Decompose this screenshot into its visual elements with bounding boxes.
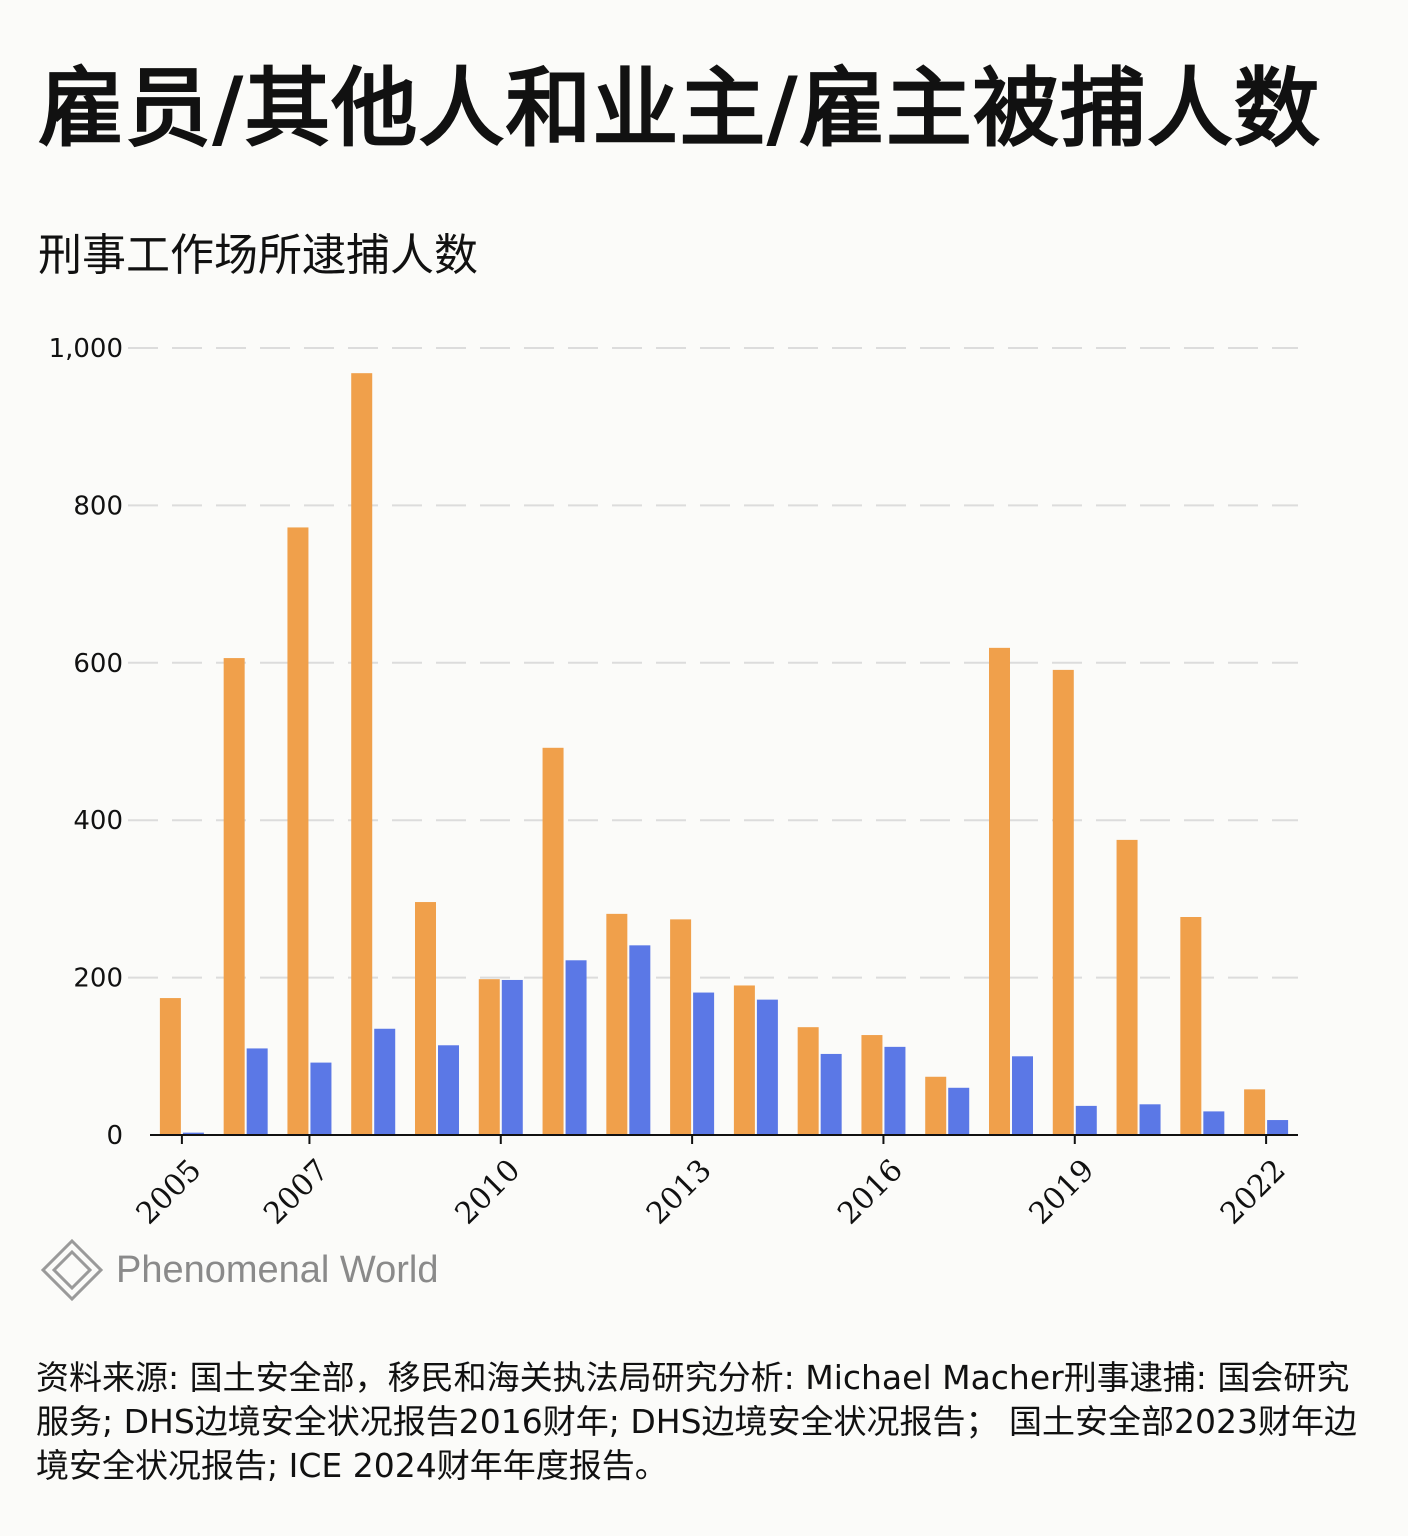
bar-2018-employees: [989, 647, 1010, 1135]
bar-2011-employees: [542, 747, 564, 1135]
bar-2010-employers: [501, 979, 523, 1135]
bar-2010-employees: [478, 979, 500, 1135]
brand-name: Phenomenal World: [116, 1248, 439, 1291]
bar-2009-employers: [438, 1045, 459, 1135]
bar-2014-employers: [756, 999, 778, 1135]
bar-2017-employers: [948, 1087, 970, 1135]
bar-series: [159, 373, 1289, 1136]
x-tick-label: 2016: [831, 1153, 910, 1232]
bar-2017-employees: [925, 1076, 947, 1135]
x-tick-label: 2019: [1023, 1153, 1102, 1232]
diamond-logo-icon: [40, 1238, 104, 1302]
bar-2005-employers: [182, 1132, 204, 1135]
bar-2006-employers: [246, 1048, 268, 1135]
grid-lines: [128, 347, 1298, 979]
bar-2008-employees: [351, 373, 373, 1136]
bar-2014-employees: [733, 985, 755, 1135]
bar-2016-employers: [884, 1046, 906, 1135]
bar-2008-employers: [374, 1028, 396, 1135]
y-tick-label: 200: [73, 964, 123, 994]
bar-2006-employees: [223, 658, 245, 1135]
bar-2009-employees: [415, 902, 436, 1135]
page-title: 雇员/其他人和业主/雇主被捕人数: [38, 59, 1321, 159]
x-tick-label: 2007: [257, 1153, 336, 1232]
bar-2013-employers: [693, 992, 715, 1135]
bar-2021-employees: [1180, 917, 1202, 1135]
bar-2015-employees: [797, 1027, 819, 1135]
x-axis: 2005 2007 2010 2013 2016 2019 2022: [130, 1134, 1298, 1232]
y-axis: 0 200 400 600 800 1,000: [49, 334, 123, 1151]
chart-subtitle: 刑事工作场所逮捕人数: [38, 230, 478, 281]
y-tick-label: 400: [73, 806, 123, 836]
bar-2013-employees: [670, 919, 692, 1135]
source-note: 资料来源: 国土安全部，移民和海关执法局研究分析: Michael Macher…: [36, 1358, 1358, 1485]
y-tick-label: 800: [73, 491, 123, 521]
bar-2018-employers: [1012, 1056, 1033, 1135]
y-tick-label: 600: [73, 649, 123, 679]
bar-2012-employees: [606, 913, 628, 1135]
bar-2015-employers: [820, 1053, 842, 1135]
x-tick-label: 2010: [449, 1153, 528, 1232]
bar-2012-employers: [629, 945, 651, 1135]
x-tick-label: 2013: [640, 1153, 719, 1232]
bar-2007-employers: [310, 1062, 332, 1135]
bar-2020-employers: [1139, 1104, 1161, 1135]
bar-2016-employees: [861, 1035, 883, 1135]
brand-logo: Phenomenal World: [40, 1238, 438, 1302]
y-tick-label: 0: [106, 1121, 123, 1151]
bar-2019-employers: [1075, 1105, 1097, 1135]
bar-2020-employees: [1116, 839, 1138, 1135]
bar-2005-employees: [159, 998, 181, 1135]
y-tick-label: 1,000: [49, 334, 123, 364]
x-tick-label: 2022: [1214, 1153, 1293, 1232]
bar-2022-employees: [1244, 1089, 1266, 1135]
bar-2019-employees: [1052, 669, 1074, 1135]
bar-2022-employers: [1267, 1120, 1289, 1135]
bar-2021-employers: [1203, 1111, 1225, 1135]
bar-2007-employees: [287, 527, 309, 1135]
bar-2011-employers: [565, 960, 587, 1135]
x-tick-label: 2005: [130, 1153, 209, 1232]
